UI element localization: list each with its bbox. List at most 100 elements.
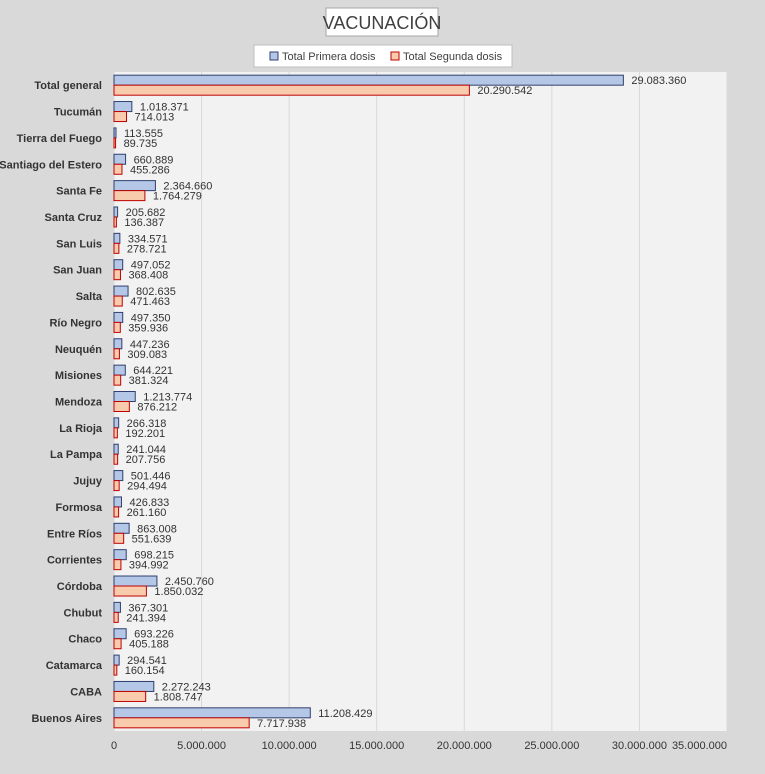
bar-first-dose (113, 338, 123, 350)
data-label-first-dose: 1.018.371 (140, 102, 189, 114)
category-label: Salta (76, 291, 103, 303)
data-label-second-dose: 471.463 (130, 296, 170, 308)
bar-second-dose (113, 269, 121, 281)
bar-second-dose (113, 611, 119, 623)
data-label-first-dose: 1.213.774 (143, 392, 192, 404)
data-label-first-dose: 660.889 (134, 154, 174, 166)
category-label: Tucumán (54, 107, 102, 119)
data-label-second-dose: 136.387 (124, 217, 164, 229)
data-label-second-dose: 455.286 (130, 164, 170, 176)
bar-first-dose (113, 549, 127, 561)
legend-swatch-first (269, 51, 279, 61)
data-label-second-dose: 309.083 (127, 349, 167, 361)
data-label-first-dose: 497.052 (131, 260, 171, 272)
category-label: Corrientes (47, 555, 102, 567)
category-label: La Rioja (59, 423, 103, 435)
bar-second-dose (113, 84, 470, 96)
bar-second-dose (113, 137, 117, 149)
bar-first-dose (113, 74, 624, 86)
category-label: Catamarca (46, 660, 103, 672)
bar-second-dose (113, 585, 147, 597)
legend: Total Primera dosis Total Segunda dosis (253, 44, 513, 68)
bar-first-dose (113, 391, 136, 402)
plot-area (114, 72, 727, 731)
bar-first-dose (113, 522, 130, 534)
chart-title: VACUNACIÓN (323, 12, 442, 33)
category-label: San Juan (53, 265, 102, 277)
data-label-first-dose: 367.301 (128, 602, 168, 614)
bar-first-dose (113, 206, 119, 218)
legend-box (253, 44, 513, 68)
bar-first-dose (113, 628, 127, 640)
x-tick-label: 25.000.000 (524, 740, 579, 752)
data-label-second-dose: 294.494 (127, 481, 167, 493)
category-label: Misiones (55, 370, 102, 382)
x-tick-label: 15.000.000 (349, 740, 404, 752)
data-label-first-dose: 266.318 (127, 418, 167, 430)
bar-second-dose (113, 295, 123, 307)
bar-first-dose (113, 470, 124, 482)
data-label-first-dose: 334.571 (128, 233, 168, 245)
data-label-first-dose: 29.083.360 (631, 75, 686, 87)
data-label-second-dose: 160.154 (125, 665, 165, 677)
bars (113, 74, 624, 729)
chart-title-box (325, 7, 439, 37)
data-label-second-dose: 7.717.938 (257, 718, 306, 730)
data-label-second-dose: 394.992 (129, 560, 169, 572)
data-label-second-dose: 714.013 (135, 112, 175, 124)
data-label-first-dose: 447.236 (130, 339, 170, 351)
bar-second-dose (113, 111, 128, 123)
x-axis-ticks: 0 5.000.000 10.000.000 15.000.000 20.000.000… (111, 740, 727, 752)
data-label-first-dose: 802.635 (136, 286, 176, 298)
x-tick-label: 0 (111, 740, 117, 752)
bar-first-dose (113, 364, 126, 376)
category-label: Entre Ríos (47, 528, 102, 540)
bar-second-dose (113, 480, 120, 492)
category-label: La Pampa (50, 449, 103, 461)
bar-second-dose (113, 690, 147, 702)
category-label: Córdoba (57, 581, 103, 593)
data-label-first-dose: 644.221 (133, 365, 173, 377)
bar-second-dose (113, 559, 122, 571)
bar-first-dose (113, 127, 117, 139)
bar-second-dose (113, 163, 123, 175)
category-label: Jujuy (73, 476, 103, 488)
data-label-second-dose: 20.290.542 (477, 85, 532, 97)
category-label: Chubut (64, 607, 103, 619)
data-label-second-dose: 261.160 (127, 507, 167, 519)
data-label-first-dose: 698.215 (134, 550, 174, 562)
bar-second-dose (113, 374, 122, 386)
bar-second-dose (113, 664, 118, 676)
category-label: Río Negro (49, 317, 102, 329)
bar-first-dose (113, 654, 120, 666)
bar-second-dose (113, 453, 119, 465)
data-label-first-dose: 11.208.429 (318, 708, 372, 720)
bar-first-dose (113, 311, 124, 323)
data-label-second-dose: 241.394 (126, 612, 166, 624)
category-label: Tierra del Fuego (17, 133, 103, 145)
bar-second-dose (113, 638, 122, 650)
category-label: Buenos Aires (31, 713, 102, 725)
bar-second-dose (113, 506, 120, 518)
bar-first-dose (113, 153, 127, 165)
category-label: San Luis (56, 238, 102, 250)
data-label-first-dose: 426.833 (129, 497, 169, 509)
category-label: Santa Fe (56, 186, 102, 198)
data-label-first-dose: 205.682 (126, 207, 166, 219)
bar-first-dose (113, 417, 120, 429)
category-label: Santa Cruz (45, 212, 103, 224)
bar-first-dose (113, 575, 158, 587)
data-label-second-dose: 278.721 (127, 243, 167, 255)
category-label: Mendoza (55, 397, 103, 409)
x-tick-label: 30.000.000 (612, 740, 667, 752)
bar-first-dose (113, 285, 129, 297)
category-label: Santiago del Estero (0, 159, 102, 171)
bar-first-dose (113, 680, 155, 692)
bar-second-dose (113, 321, 121, 333)
legend-swatch-second (390, 51, 400, 61)
x-tick-label: 10.000.000 (262, 740, 317, 752)
bar-first-dose (113, 496, 122, 508)
bar-first-dose (113, 180, 156, 192)
data-label-second-dose: 551.639 (132, 533, 172, 545)
